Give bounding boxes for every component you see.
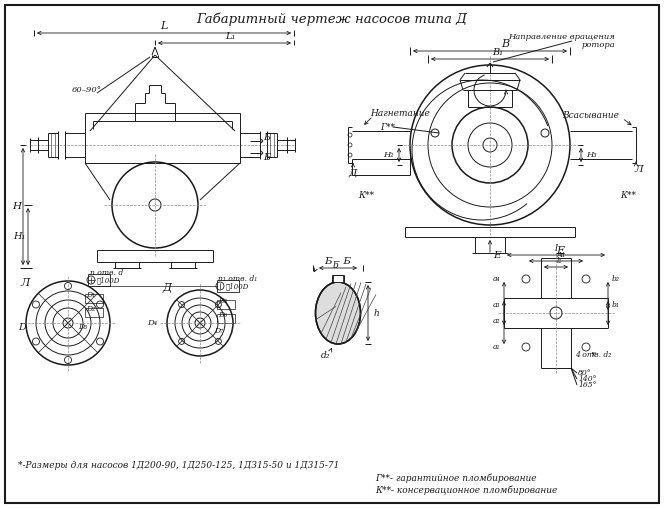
Text: L₁: L₁ [225,32,235,41]
Text: ⌀100D: ⌀100D [97,276,120,284]
Text: D₂: D₂ [86,305,95,313]
Bar [88,274,110,286]
Text: a₄: a₄ [493,275,500,283]
Bar [85,308,103,317]
Text: B₁: B₁ [493,48,503,57]
Text: К**: К** [358,190,374,200]
Text: H₃: H₃ [586,151,597,159]
Text: Г**- гарантийное пломбирование: Г**- гарантийное пломбирование [375,473,537,483]
Ellipse shape [315,282,361,344]
Text: Габаритный чертеж насосов типа Д: Габаритный чертеж насосов типа Д [197,12,467,25]
Text: H: H [12,202,21,211]
Text: a₁: a₁ [493,343,500,351]
Text: Л: Л [20,278,29,288]
Text: D₄: D₄ [147,319,157,327]
Text: b: b [333,262,339,270]
Text: n отв. d: n отв. d [90,269,124,277]
Text: ⌀100D: ⌀100D [226,282,250,290]
Text: Л: Л [634,165,643,174]
Text: ротора: ротора [581,41,615,49]
Bar [217,300,235,309]
Text: b₂: b₂ [612,275,620,283]
Text: a₂: a₂ [493,317,500,325]
Text: 80°: 80° [578,369,592,377]
Text: *-Размеры для насосов 1Д200-90, 1Д250-125, 1Д315-50 и 1Д315-71: *-Размеры для насосов 1Д200-90, 1Д250-12… [18,460,339,469]
Text: 165°: 165° [578,381,596,389]
Bar [217,314,235,323]
Text: a₃: a₃ [493,301,500,309]
Text: A₁: A₁ [556,251,566,259]
Text: Д: Д [349,169,357,177]
Text: К**: К** [620,190,636,200]
Text: Е: Е [493,250,501,260]
Text: Нагнетание: Нагнетание [370,109,430,117]
Text: D₃: D₃ [78,323,87,331]
Text: 140°: 140° [578,375,596,383]
Text: D₇: D₇ [214,327,223,335]
Text: D₆: D₆ [218,311,227,319]
Bar [217,280,239,292]
Text: Г**: Г** [380,122,395,132]
Text: К**- консервационное пломбирование: К**- консервационное пломбирование [375,485,557,495]
Text: D₅: D₅ [218,297,227,305]
Text: b₁: b₁ [612,301,620,309]
Text: H₁: H₁ [14,232,26,241]
Bar [85,294,103,303]
Text: B: B [501,39,509,49]
Text: l₁: l₁ [556,257,562,265]
Text: l: l [554,244,558,253]
Bar [333,275,343,282]
Text: H₂: H₂ [383,151,394,159]
Text: Б: Б [263,133,270,142]
Text: d₂: d₂ [321,351,330,360]
Text: n₁ отв. d₁: n₁ отв. d₁ [218,275,257,283]
Text: L: L [160,21,168,31]
Text: E: E [556,246,564,256]
Text: Б: Б [263,152,270,162]
Text: 4 отв. d₂: 4 отв. d₂ [575,351,611,359]
Text: Д: Д [162,283,171,293]
Text: D₁: D₁ [86,291,95,299]
Text: Направление вращения: Направление вращения [508,33,615,41]
Text: 60–90°: 60–90° [72,86,102,94]
Text: Всасывание: Всасывание [562,111,619,119]
Text: Б – Б: Б – Б [325,257,351,266]
Text: D: D [18,323,26,332]
Text: h: h [373,308,379,318]
